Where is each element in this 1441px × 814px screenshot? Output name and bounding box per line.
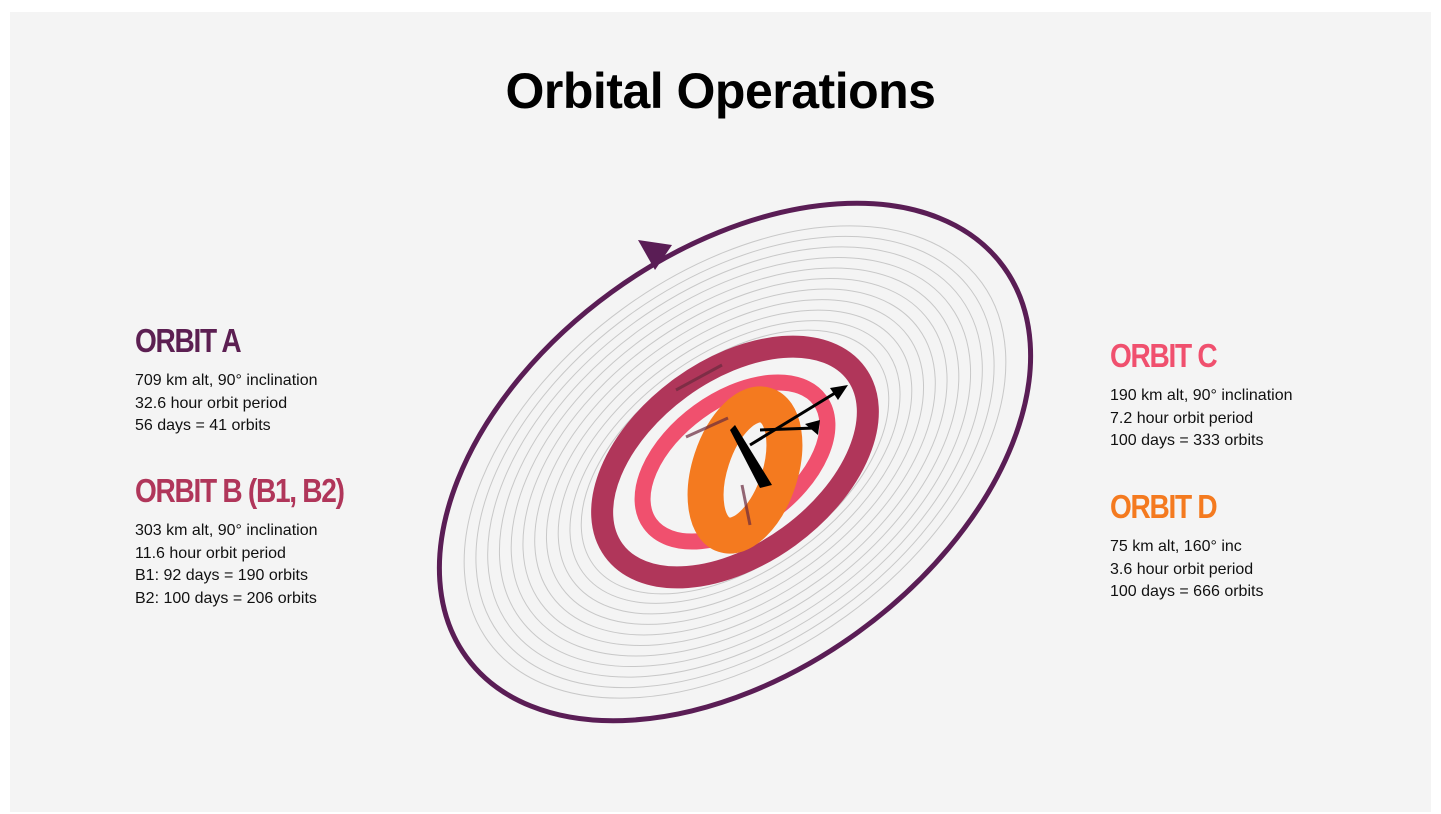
orbit-c-info: ORBIT C 190 km alt, 90° inclination 7.2 … <box>1110 337 1293 453</box>
orbit-detail: 7.2 hour orbit period <box>1110 409 1254 427</box>
orbit-heading: ORBIT A <box>135 322 242 359</box>
axis-arrows <box>749 388 841 447</box>
orbit-d-info: ORBIT D 75 km alt, 160° inc 3.6 hour orb… <box>1110 488 1263 604</box>
orbit-detail: B2: 100 days = 206 orbits <box>135 589 317 607</box>
spacecraft <box>730 425 772 488</box>
orbit-detail: 32.6 hour orbit period <box>135 394 288 412</box>
orbit-detail: 190 km alt, 90° inclination <box>1110 387 1293 404</box>
orbit-detail: 75 km alt, 160° inc <box>1110 538 1242 555</box>
arrow-head <box>830 385 848 400</box>
orbit-detail: B1: 92 days = 190 orbits <box>135 567 308 584</box>
motion-arrows <box>675 363 752 526</box>
orbit-b-info: ORBIT B (B1, B2) 303 km alt, 90° inclina… <box>135 472 381 610</box>
orbit-d-band <box>687 386 803 554</box>
direction-arrow <box>638 240 672 270</box>
orbit-a-info: ORBIT A 709 km alt, 90° inclination 32.6… <box>135 322 318 438</box>
orbit-detail: 3.6 hour orbit period <box>1110 560 1254 578</box>
orbit-heading: ORBIT D <box>1110 488 1218 525</box>
orbit-detail: 100 days = 333 orbits <box>1110 432 1264 449</box>
path-lines <box>463 225 1007 699</box>
orbit-detail: 709 km alt, 90° inclination <box>135 372 318 389</box>
orbit-detail: 56 days = 41 orbits <box>135 417 271 434</box>
arrow-head <box>805 420 820 435</box>
orbit-b-ring <box>591 335 879 589</box>
orbit-detail: 11.6 hour orbit period <box>135 544 286 562</box>
title: Orbital Operations <box>505 63 936 119</box>
orbit-a-path <box>436 200 1034 724</box>
orbit-rings <box>436 200 1034 724</box>
orbit-detail: 100 days = 666 orbits <box>1110 583 1264 600</box>
orbit-heading: ORBIT B (B1, B2) <box>135 472 345 509</box>
orbit-heading: ORBIT C <box>1110 337 1218 374</box>
orbit-detail: 303 km alt, 90° inclination <box>135 522 318 539</box>
